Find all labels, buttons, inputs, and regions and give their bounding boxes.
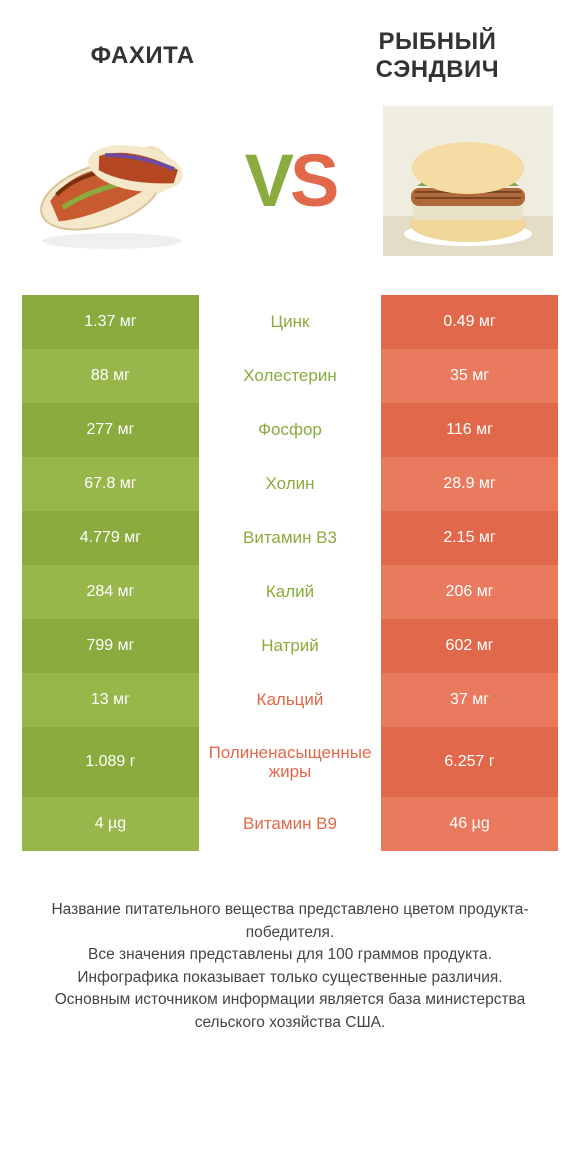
value-left: 284 мг bbox=[22, 565, 199, 619]
nutrient-label: Холестерин bbox=[199, 349, 381, 403]
vs-s: S bbox=[290, 139, 335, 222]
value-right: 37 мг bbox=[381, 673, 558, 727]
value-right: 46 µg bbox=[381, 797, 558, 851]
fajita-image bbox=[22, 101, 202, 261]
hero-row: VS bbox=[22, 101, 558, 261]
value-right: 116 мг bbox=[381, 403, 558, 457]
value-left: 4.779 мг bbox=[22, 511, 199, 565]
sandwich-image bbox=[378, 101, 558, 261]
header: ФАХИТА РЫБНЫЙ СЭНДВИЧ bbox=[22, 28, 558, 83]
value-left: 4 µg bbox=[22, 797, 199, 851]
comparison-table: 1.37 мгЦинк0.49 мг88 мгХолестерин35 мг27… bbox=[22, 295, 558, 851]
value-left: 1.37 мг bbox=[22, 295, 199, 349]
table-row: 13 мгКальций37 мг bbox=[22, 673, 558, 727]
value-right: 206 мг bbox=[381, 565, 558, 619]
value-right: 0.49 мг bbox=[381, 295, 558, 349]
nutrient-label: Натрий bbox=[199, 619, 381, 673]
nutrient-label: Витамин B9 bbox=[199, 797, 381, 851]
value-left: 277 мг bbox=[22, 403, 199, 457]
value-left: 799 мг bbox=[22, 619, 199, 673]
table-row: 277 мгФосфор116 мг bbox=[22, 403, 558, 457]
title-left: ФАХИТА bbox=[22, 42, 263, 70]
table-row: 1.089 гПолиненасыщенные жиры6.257 г bbox=[22, 727, 558, 797]
value-left: 88 мг bbox=[22, 349, 199, 403]
nutrient-label: Фосфор bbox=[199, 403, 381, 457]
nutrient-label: Витамин B3 bbox=[199, 511, 381, 565]
table-row: 1.37 мгЦинк0.49 мг bbox=[22, 295, 558, 349]
footer-line: Название питательного вещества представл… bbox=[32, 899, 548, 944]
value-left: 67.8 мг bbox=[22, 457, 199, 511]
vs-v: V bbox=[245, 139, 290, 222]
footer-notes: Название питательного вещества представл… bbox=[22, 899, 558, 1034]
nutrient-label: Цинк bbox=[199, 295, 381, 349]
nutrient-label: Кальций bbox=[199, 673, 381, 727]
nutrient-label: Полиненасыщенные жиры bbox=[199, 727, 381, 797]
value-right: 6.257 г bbox=[381, 727, 558, 797]
value-right: 2.15 мг bbox=[381, 511, 558, 565]
table-row: 284 мгКалий206 мг bbox=[22, 565, 558, 619]
footer-line: Все значения представлены для 100 граммо… bbox=[32, 944, 548, 966]
nutrient-label: Холин bbox=[199, 457, 381, 511]
value-right: 35 мг bbox=[381, 349, 558, 403]
table-row: 799 мгНатрий602 мг bbox=[22, 619, 558, 673]
value-right: 28.9 мг bbox=[381, 457, 558, 511]
value-left: 13 мг bbox=[22, 673, 199, 727]
value-right: 602 мг bbox=[381, 619, 558, 673]
table-row: 4 µgВитамин B946 µg bbox=[22, 797, 558, 851]
value-left: 1.089 г bbox=[22, 727, 199, 797]
nutrient-label: Калий bbox=[199, 565, 381, 619]
table-row: 4.779 мгВитамин B32.15 мг bbox=[22, 511, 558, 565]
table-row: 67.8 мгХолин28.9 мг bbox=[22, 457, 558, 511]
footer-line: Инфографика показывает только существенн… bbox=[32, 967, 548, 989]
vs-label: VS bbox=[245, 144, 336, 218]
footer-line: Основным источником информации является … bbox=[32, 989, 548, 1034]
title-right: РЫБНЫЙ СЭНДВИЧ bbox=[317, 28, 558, 83]
table-row: 88 мгХолестерин35 мг bbox=[22, 349, 558, 403]
